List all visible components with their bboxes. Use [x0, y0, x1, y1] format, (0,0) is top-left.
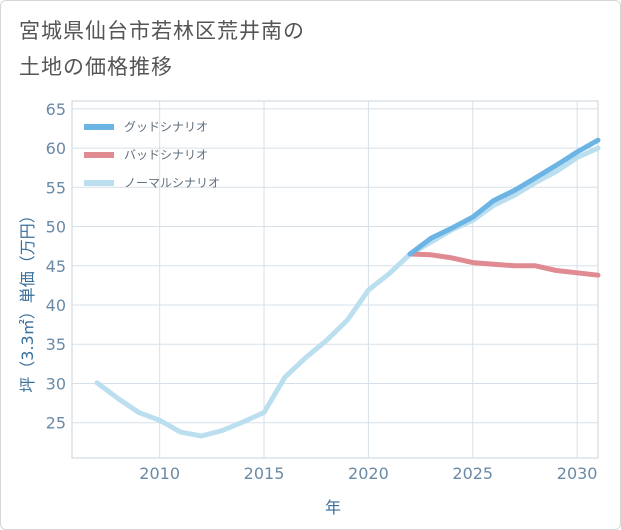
chart-title-line-1: 宮城県仙台市若林区荒井南の	[19, 19, 305, 43]
y-tick-30: 30	[46, 374, 66, 393]
series-line-2	[94, 145, 601, 439]
series-line-0	[407, 137, 601, 257]
x-tick-2025: 2025	[452, 464, 493, 483]
y-tick-25: 25	[46, 414, 66, 433]
y-tick-40: 40	[46, 296, 66, 315]
legend-label-1: バッドシナリオ	[124, 148, 208, 162]
y-tick-labels: 25 30 35 40 45 50 55 60 65	[46, 100, 66, 433]
series-line-1	[407, 251, 601, 278]
y-tick-65: 65	[46, 100, 66, 119]
x-tick-2020: 2020	[348, 464, 389, 483]
legend-label-2: ノーマルシナリオ	[124, 176, 220, 190]
x-tick-2015: 2015	[244, 464, 285, 483]
series-lines	[94, 137, 601, 439]
chart-title: 宮城県仙台市若林区荒井南の 土地の価格推移	[19, 13, 579, 85]
x-axis-title: 年	[325, 498, 341, 517]
y-axis-title: 坪（3.3㎡）単価（万円）	[18, 207, 37, 392]
grid	[72, 101, 598, 458]
y-tick-35: 35	[46, 335, 66, 354]
legend-label-0: グッドシナリオ	[124, 120, 208, 134]
y-tick-50: 50	[46, 218, 66, 237]
x-tick-2030: 2030	[557, 464, 598, 483]
y-tick-45: 45	[46, 257, 66, 276]
y-tick-60: 60	[46, 139, 66, 158]
y-tick-55: 55	[46, 178, 66, 197]
x-tick-labels: 2010 2015 2020 2025 2030	[139, 464, 597, 483]
chart-title-line-2: 土地の価格推移	[19, 55, 173, 79]
x-tick-2010: 2010	[139, 464, 180, 483]
